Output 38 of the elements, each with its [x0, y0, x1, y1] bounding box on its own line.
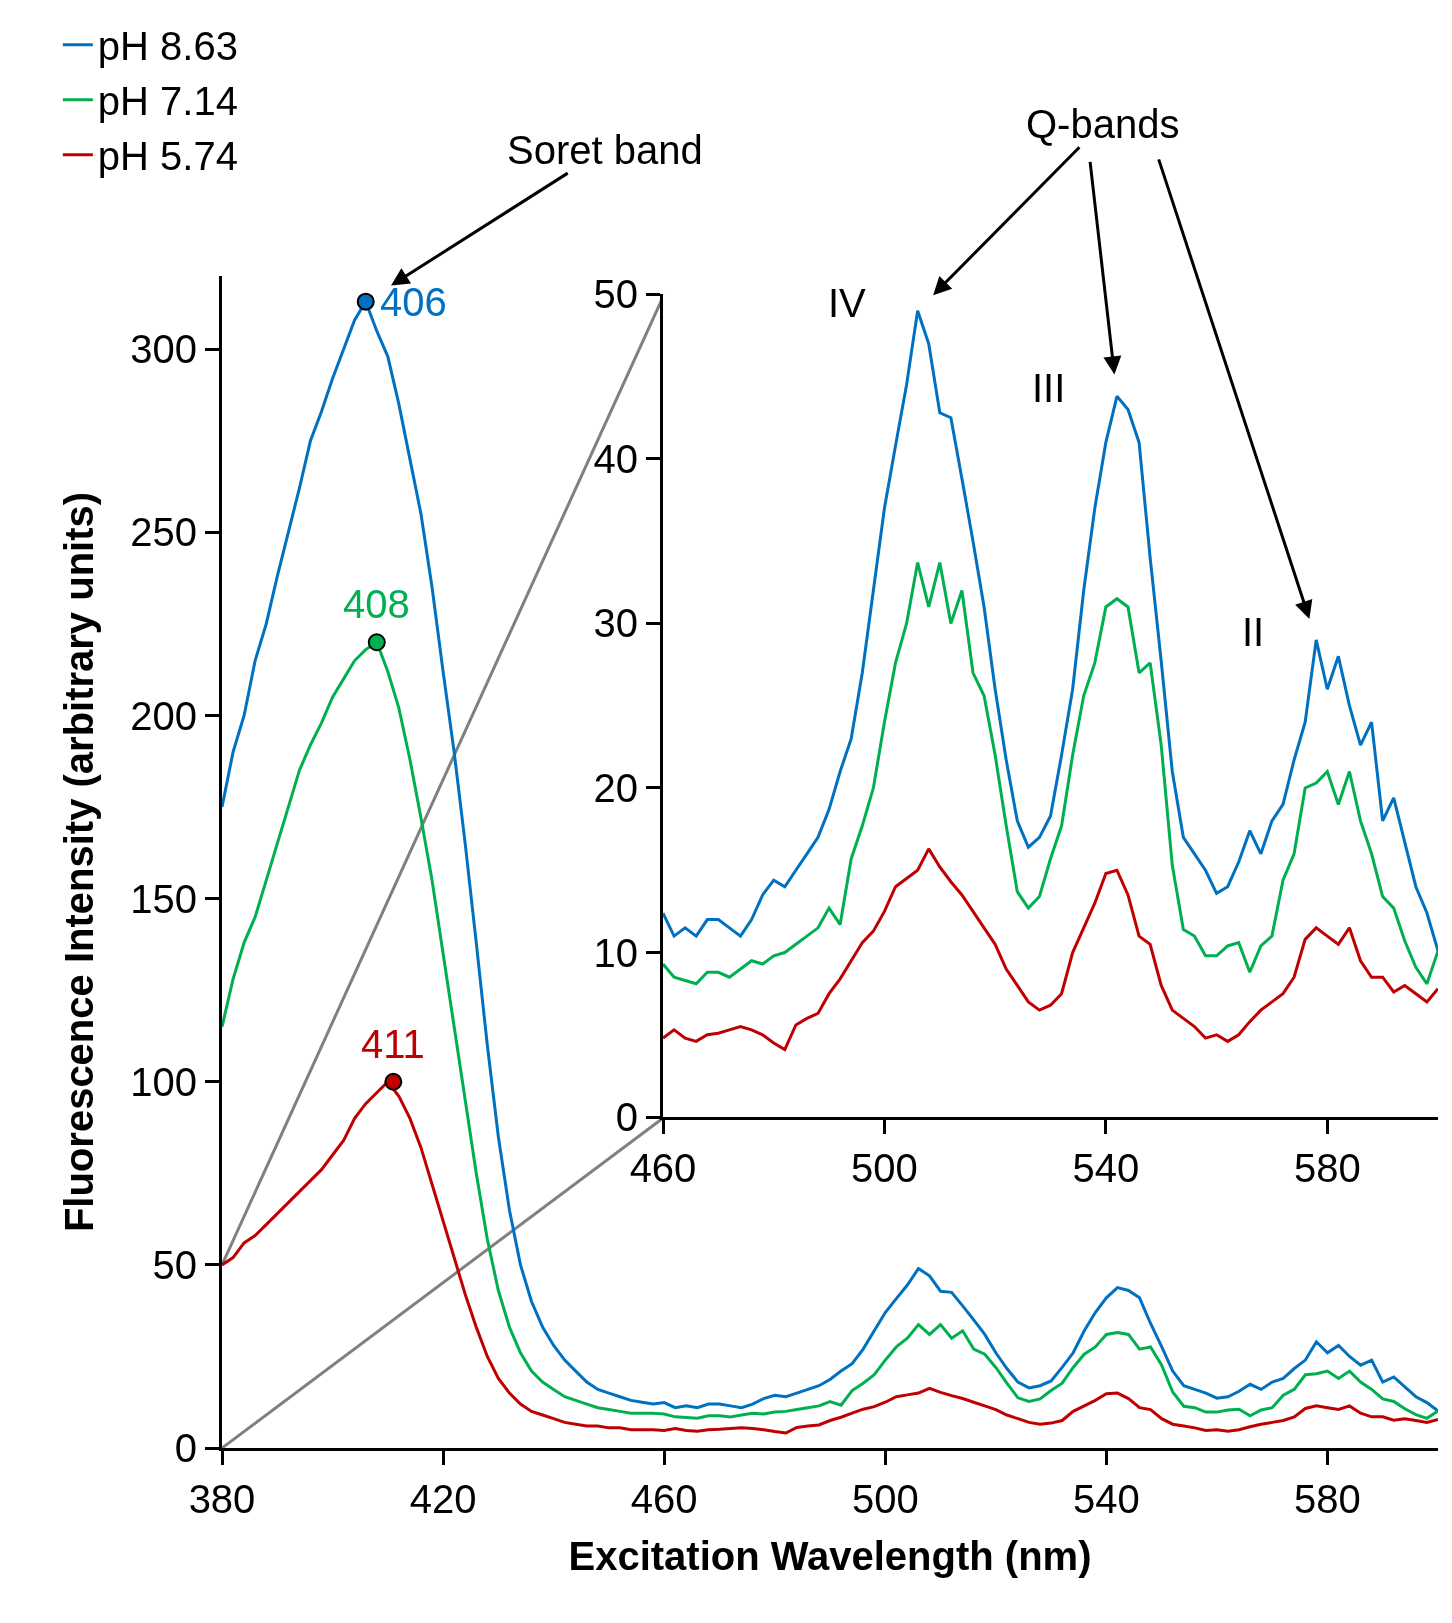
legend-label: pH 7.14: [97, 79, 238, 124]
annotation: Q-bands: [1026, 102, 1180, 146]
legend-label: pH 8.63: [97, 24, 238, 69]
annotation: 406: [380, 280, 447, 324]
annotation: 411: [361, 1022, 425, 1066]
x-tick-label: 500: [851, 1477, 919, 1521]
x-tick-label: 420: [409, 1477, 477, 1521]
y-axis-title: Fluorescence Intensity (arbitrary units): [56, 491, 101, 1233]
annotation: 408: [343, 582, 410, 626]
y-tick-label: 50: [152, 1242, 197, 1287]
x-tick-label: 500: [851, 1146, 918, 1191]
y-tick-label: 40: [593, 436, 638, 481]
y-tick-label: 250: [130, 510, 197, 555]
y-tick-label: 0: [174, 1426, 197, 1470]
annotation: III: [1032, 366, 1066, 410]
x-tick-label: 460: [630, 1477, 698, 1521]
x-tick-label: 540: [1072, 1477, 1140, 1521]
y-tick-label: 20: [593, 765, 638, 810]
legend-label: pH 5.74: [97, 134, 238, 179]
x-tick-label: 460: [629, 1146, 697, 1191]
y-tick-label: 200: [130, 693, 197, 738]
y-tick-label: 300: [130, 327, 197, 372]
y-tick-label: 10: [593, 930, 638, 975]
y-tick-label: 30: [593, 601, 638, 646]
annotation: Soret band: [507, 128, 703, 172]
line-series: [663, 847, 1438, 1052]
x-tick-label: 580: [1294, 1477, 1361, 1521]
y-tick-label: 0: [615, 1095, 638, 1140]
x-axis-title: Excitation Wavelength (nm): [568, 1533, 1092, 1578]
y-tick-label: 100: [130, 1059, 197, 1104]
x-tick-label: 380: [188, 1477, 256, 1521]
annotation: IV: [828, 281, 867, 325]
line-series: [663, 561, 1438, 986]
y-tick-label: 50: [593, 272, 638, 317]
x-tick-label: 540: [1072, 1146, 1140, 1191]
y-tick-label: 150: [130, 876, 197, 921]
x-tick-label: 580: [1293, 1146, 1361, 1191]
annotation: II: [1242, 610, 1265, 654]
